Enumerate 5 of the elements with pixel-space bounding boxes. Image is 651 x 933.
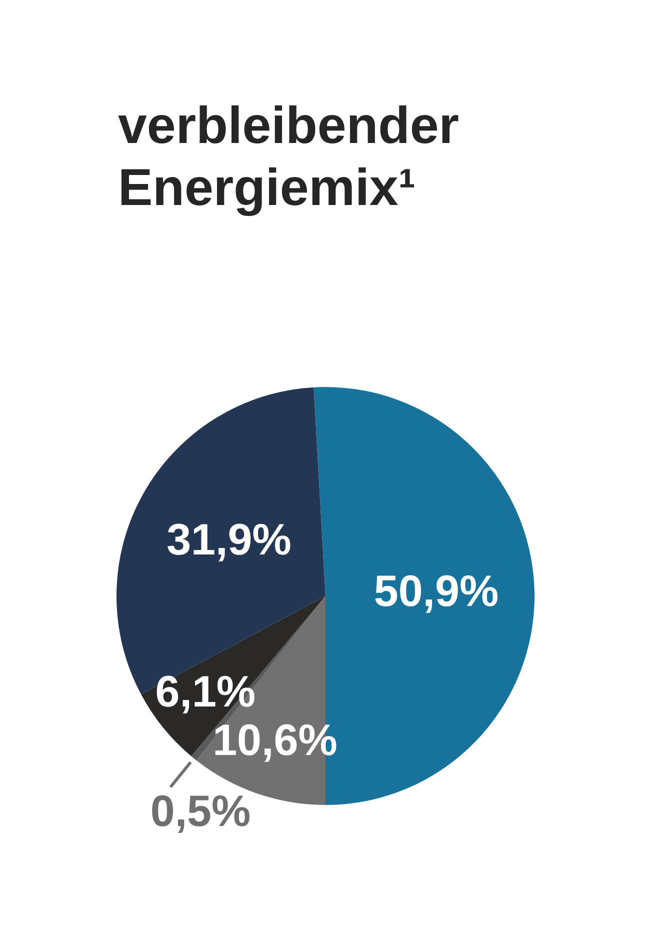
data-label: 0,5% bbox=[150, 787, 251, 836]
data-label: 6,1% bbox=[155, 667, 256, 716]
chart-title: verbleibender Energiemix¹ bbox=[118, 97, 460, 217]
data-label: 50,9% bbox=[374, 566, 499, 616]
data-label: 31,9% bbox=[166, 516, 292, 565]
